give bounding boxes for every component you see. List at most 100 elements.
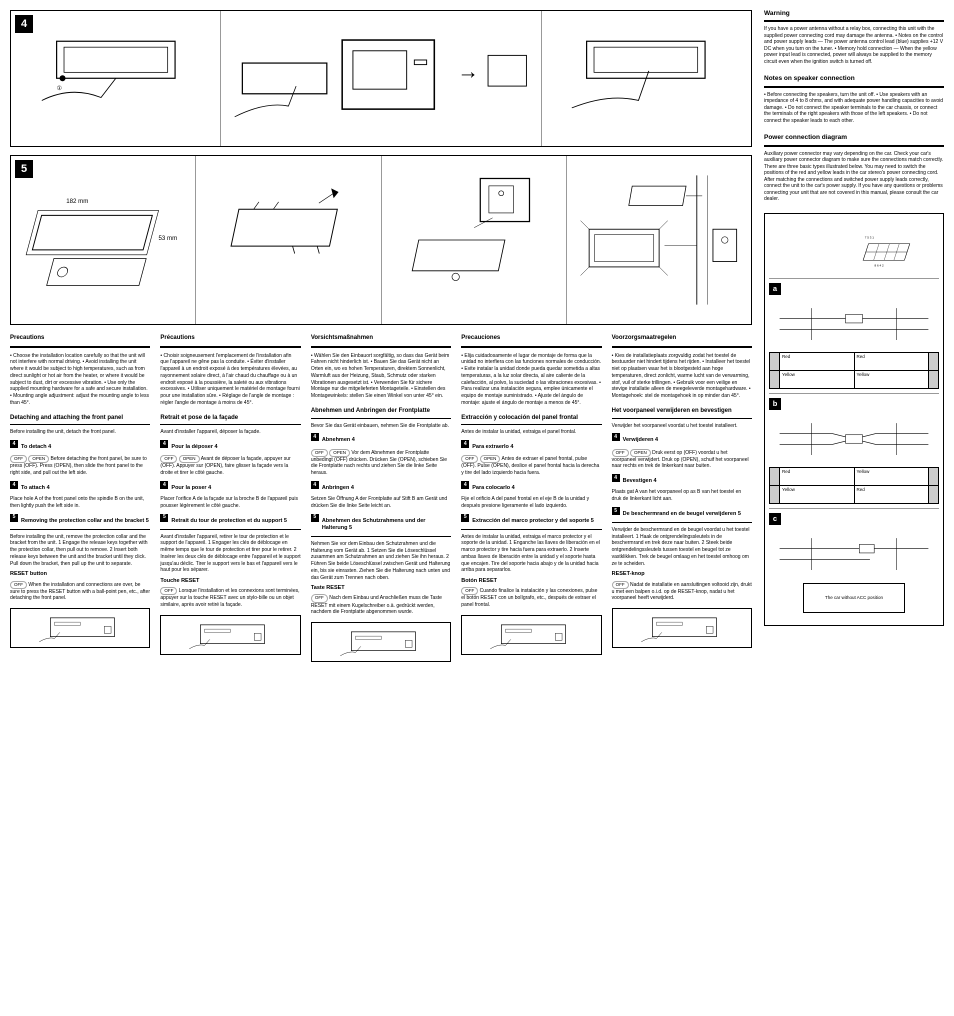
badge-4-icon: 4 bbox=[10, 481, 18, 489]
off-pill-icon: OFF bbox=[612, 581, 629, 589]
diag-5-cell-2 bbox=[196, 156, 381, 324]
attach-text: Fije el orificio A del panel frontal en … bbox=[461, 496, 601, 510]
badge-4-icon: 4 bbox=[461, 481, 469, 489]
front-title: Abnehmen und Anbringen der Frontplatte bbox=[311, 408, 451, 416]
instruction-columns: Precautions • Choose the installation lo… bbox=[10, 335, 752, 662]
front-title: Het voorpaneel verwijderen en bevestigen bbox=[612, 408, 752, 416]
badge-4-icon: 4 bbox=[612, 474, 620, 482]
attach-title: Pour la poser 4 bbox=[171, 485, 211, 492]
reset-diagram bbox=[612, 608, 752, 648]
off-pill-icon: OFF bbox=[160, 455, 177, 463]
attach-title: Bevestigen 4 bbox=[623, 478, 657, 485]
remove-text: Antes de instalar la unidad, extraiga el… bbox=[461, 534, 601, 575]
remove-title: Extracción del marco protector y del sop… bbox=[472, 518, 594, 525]
wiring-diagram-c bbox=[769, 529, 939, 579]
wiring-diagram-b bbox=[769, 414, 939, 464]
detach-row: 4 To detach 4 bbox=[10, 440, 150, 453]
attach-text: Placer l'orifice A de la façade sur la b… bbox=[160, 496, 300, 510]
diag-5-cell-3 bbox=[382, 156, 567, 324]
instr-col-fr: Précautions • Choisir soigneusement l'em… bbox=[160, 335, 300, 662]
badge-4-icon: 4 bbox=[461, 440, 469, 448]
instr-col-es: Precauciones • Elija cuidadosamente el l… bbox=[461, 335, 601, 662]
open-pill-icon: OPEN bbox=[329, 449, 350, 457]
off-pill-icon: OFF bbox=[461, 587, 478, 595]
reset-diagram bbox=[461, 615, 601, 655]
remove-row: 5 Removing the protection collar and the… bbox=[10, 514, 150, 527]
attach-title: Para colocarlo 4 bbox=[472, 485, 515, 492]
wiring-label-a: a bbox=[769, 283, 781, 295]
detach-text: OFF OPEN Vor dem Abnehmen der Frontplatt… bbox=[311, 449, 451, 477]
badge-4-icon: 4 bbox=[160, 481, 168, 489]
front-title: Extracción y colocación del panel fronta… bbox=[461, 415, 601, 423]
wiring-diagram-a bbox=[769, 299, 939, 349]
detach-title: Abnehmen 4 bbox=[322, 437, 355, 444]
reset-diagram bbox=[160, 615, 300, 655]
svg-text:53 mm: 53 mm bbox=[158, 235, 177, 242]
right-body: • Before connecting the speakers, turn t… bbox=[764, 92, 944, 125]
wiring-label-c: c bbox=[769, 513, 781, 525]
attach-title: To attach 4 bbox=[21, 485, 50, 492]
detach-title: Para extraerlo 4 bbox=[472, 444, 513, 451]
detach-text: OFF OPEN Antes de extraer el panel front… bbox=[461, 455, 601, 477]
col-intro: • Choisir soigneusement l'emplacement de… bbox=[160, 353, 300, 407]
off-pill-icon: OFF bbox=[10, 581, 27, 589]
attach-text: Place hole A of the front panel onto the… bbox=[10, 496, 150, 510]
reset-title: Taste RESET bbox=[311, 585, 451, 592]
off-pill-icon: OFF bbox=[311, 449, 328, 457]
diagram-row-5: 5 182 mm 53 mm bbox=[10, 155, 752, 325]
badge-5-icon: 5 bbox=[612, 507, 620, 515]
col-heading: Précautions bbox=[160, 335, 300, 343]
badge-5-icon: 5 bbox=[311, 514, 319, 522]
illustration-release-keys: → bbox=[227, 17, 534, 140]
reset-title: Touche RESET bbox=[160, 578, 300, 585]
svg-text:8 6 4 2: 8 6 4 2 bbox=[875, 264, 885, 268]
open-pill-icon: OPEN bbox=[480, 455, 501, 463]
reset-text: OFF Nach dem Einbau und Anschließen muss… bbox=[311, 594, 451, 616]
badge-4-icon: 4 bbox=[311, 481, 319, 489]
front-intro: Antes de instalar la unidad, extraiga el… bbox=[461, 429, 601, 436]
detach-title: Verwijderen 4 bbox=[623, 437, 658, 444]
instr-col-de: Vorsichtsmaßnahmen • Wählen Sie den Einb… bbox=[311, 335, 451, 662]
remove-text: Verwijder de beschermrand en de beugel v… bbox=[612, 527, 752, 568]
step-number-5: 5 bbox=[15, 160, 33, 178]
connector-illustration: 7 5 3 1 8 6 4 2 bbox=[769, 218, 939, 278]
col-intro: • Choose the installation location caref… bbox=[10, 353, 150, 407]
heading-rule bbox=[311, 346, 451, 348]
instr-col-nl: Voorzorgsmaatregelen • Kies de installat… bbox=[612, 335, 752, 662]
col-intro: • Elija cuidadosamente el lugar de monta… bbox=[461, 353, 601, 407]
reset-title: RESET button bbox=[10, 571, 150, 578]
off-pill-icon: OFF bbox=[10, 455, 27, 463]
open-pill-icon: OPEN bbox=[630, 449, 651, 457]
detach-title: Pour la déposer 4 bbox=[171, 444, 217, 451]
reset-text: OFF Lorsque l'installation et les connex… bbox=[160, 587, 300, 609]
right-title: Power connection diagram bbox=[764, 134, 944, 142]
remove-title: Abnehmen des Schutzrahmens und der Halte… bbox=[322, 518, 451, 532]
wiring-note-c: The car without ACC position bbox=[803, 583, 905, 613]
right-body: If you have a power antenna without a re… bbox=[764, 26, 944, 65]
wiring-table-b: RedYellow YellowRed bbox=[769, 467, 939, 504]
heading-rule bbox=[10, 346, 150, 348]
badge-4-icon: 4 bbox=[10, 440, 18, 448]
svg-text:①: ① bbox=[56, 85, 61, 92]
col-intro: • Wählen Sie den Einbauort sorgfältig, s… bbox=[311, 353, 451, 400]
col-heading: Precautions bbox=[10, 335, 150, 343]
right-column: Warning If you have a power antenna with… bbox=[764, 10, 944, 662]
diagram-row-4: 4 ① bbox=[10, 10, 752, 147]
reset-diagram bbox=[10, 608, 150, 648]
reset-title: RESET-knop bbox=[612, 571, 752, 578]
svg-text:→: → bbox=[458, 59, 479, 83]
col-intro: • Kies de installatieplaats zorgvuldig z… bbox=[612, 353, 752, 400]
reset-title: Botón RESET bbox=[461, 578, 601, 585]
illustration-mount-bracket bbox=[388, 162, 560, 318]
off-pill-icon: OFF bbox=[612, 449, 629, 457]
open-pill-icon: OPEN bbox=[28, 455, 49, 463]
wiring-label-b: b bbox=[769, 398, 781, 410]
front-title: Detaching and attaching the front panel bbox=[10, 415, 150, 423]
heading-rule bbox=[612, 346, 752, 348]
col-heading: Precauciones bbox=[461, 335, 601, 343]
detach-text: OFF OPEN Druk eerst op (OFF) voordat u h… bbox=[612, 449, 752, 471]
illustration-detach-panel: ① bbox=[17, 17, 214, 140]
remove-text: Avant d'installer l'appareil, retirer le… bbox=[160, 534, 300, 575]
front-intro: Verwijder het voorpaneel voordat u het t… bbox=[612, 423, 752, 430]
diag-5-cell-4 bbox=[567, 156, 751, 324]
